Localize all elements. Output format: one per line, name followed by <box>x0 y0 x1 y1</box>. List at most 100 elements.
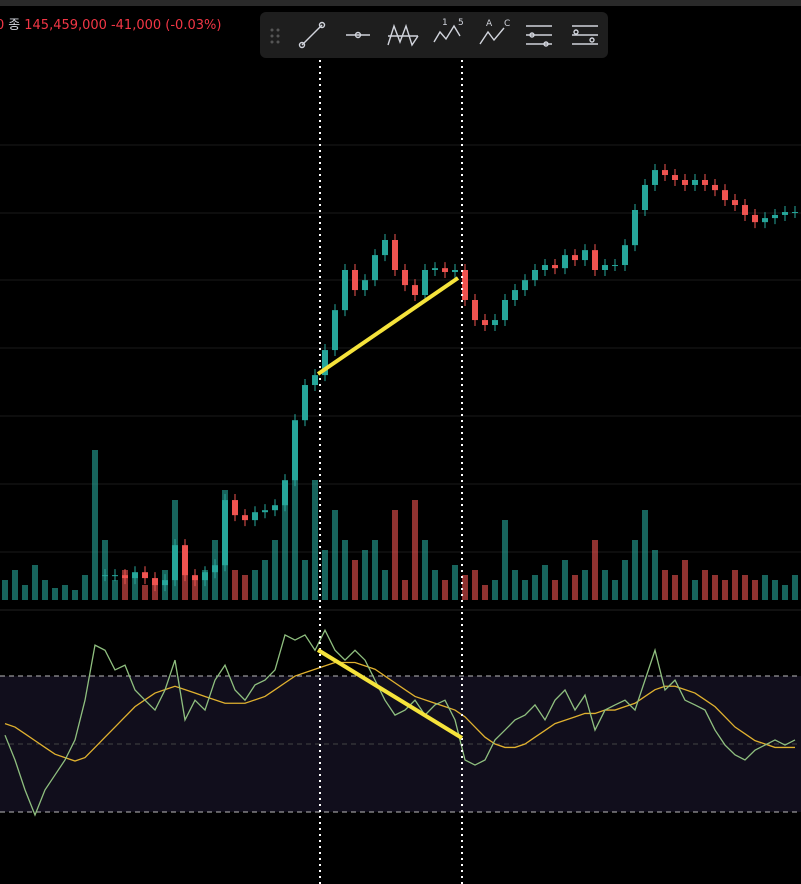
volume-bar <box>782 585 788 600</box>
volume-bar <box>402 580 408 600</box>
volume-bar <box>652 550 658 600</box>
candle-body <box>412 285 418 296</box>
volume-bar <box>792 575 798 600</box>
candle-body <box>582 250 588 261</box>
candle-body <box>642 184 648 210</box>
candle-body <box>322 350 328 376</box>
candle-body <box>452 270 458 273</box>
volume-bar <box>542 565 548 600</box>
volume-bar <box>72 590 78 600</box>
volume-bar <box>112 580 118 600</box>
volume-bar <box>602 570 608 600</box>
candle-body <box>292 420 298 481</box>
volume-bar <box>42 580 48 600</box>
candle-body <box>382 240 388 256</box>
volume-bar <box>192 580 198 600</box>
rsi-signal-line <box>4 661 795 762</box>
candle-body <box>422 270 428 296</box>
candle-body <box>572 255 578 261</box>
volume-bar <box>272 540 278 600</box>
candle-body <box>162 580 168 586</box>
volume-bar <box>532 575 538 600</box>
candle-body <box>732 200 738 206</box>
candle-body <box>192 575 198 581</box>
volume-bar <box>12 570 18 600</box>
pattern-tool[interactable] <box>387 23 419 47</box>
candle-body <box>552 265 558 269</box>
candle-body <box>442 268 448 273</box>
trend-line-tool[interactable] <box>298 21 326 49</box>
volume-bar <box>742 575 748 600</box>
volume-bar <box>232 570 238 600</box>
svg-text:A: A <box>486 19 493 29</box>
volume-bar <box>282 500 288 600</box>
candle-body <box>592 250 598 270</box>
volume-bar <box>422 540 428 600</box>
candle-body <box>232 500 238 516</box>
candle-body <box>392 240 398 270</box>
candle-body <box>742 205 748 215</box>
candle-body <box>172 545 178 581</box>
candle-body <box>282 480 288 506</box>
horizontal-ray-tool[interactable] <box>346 31 370 39</box>
candle-body <box>692 180 698 185</box>
candle-body <box>332 310 338 351</box>
volume-bar <box>262 560 268 600</box>
volume-bar <box>692 580 698 600</box>
candle-body <box>402 270 408 286</box>
volume-bar <box>452 565 458 600</box>
candle-body <box>432 268 438 270</box>
candle-body <box>612 265 618 267</box>
candle-body <box>542 265 548 270</box>
volume-bar <box>582 570 588 600</box>
candle-body <box>652 170 658 185</box>
candle-body <box>252 512 258 521</box>
candle-body <box>372 255 378 281</box>
candle-body <box>242 515 248 521</box>
header-label: 종 <box>8 18 21 33</box>
volume-bar <box>252 570 258 600</box>
volume-bar <box>2 580 8 600</box>
candle-body <box>502 300 508 321</box>
volume-bar <box>132 575 138 600</box>
drag-handle[interactable] <box>270 28 280 44</box>
candle-body <box>752 214 758 223</box>
candle-body <box>202 572 208 581</box>
candle-body <box>622 245 628 266</box>
header-change: -41,000 (-0.03%) <box>110 18 222 33</box>
volume-bar <box>22 585 28 600</box>
volume-bar <box>672 575 678 600</box>
volume-bar <box>682 560 688 600</box>
header-prefix: 0 <box>0 18 5 33</box>
volume-bar <box>702 570 708 600</box>
candle-body <box>272 505 278 511</box>
volume-bar <box>752 580 758 600</box>
volume-bar <box>592 540 598 600</box>
volume-bar <box>462 575 468 600</box>
candle-body <box>212 565 218 573</box>
volume-bar <box>312 480 318 600</box>
volume-bar <box>242 575 248 600</box>
volume-bar <box>322 550 328 600</box>
volume-bar <box>32 565 38 600</box>
candle-body <box>302 385 308 421</box>
volume-bar <box>372 540 378 600</box>
rsi-line <box>4 628 796 817</box>
volume-bar <box>92 450 98 600</box>
fib-extension-tool[interactable] <box>572 25 598 45</box>
volume-bar <box>722 580 728 600</box>
volume-bar <box>552 580 558 600</box>
volume-bar <box>562 560 568 600</box>
volume-bar <box>332 510 338 600</box>
candle-body <box>262 510 268 513</box>
volume-bar <box>62 585 68 600</box>
volume-bar <box>502 520 508 600</box>
candle-body <box>482 320 488 326</box>
fib-tool[interactable] <box>526 25 552 47</box>
volume-bar <box>512 570 518 600</box>
volume-bar <box>712 575 718 600</box>
